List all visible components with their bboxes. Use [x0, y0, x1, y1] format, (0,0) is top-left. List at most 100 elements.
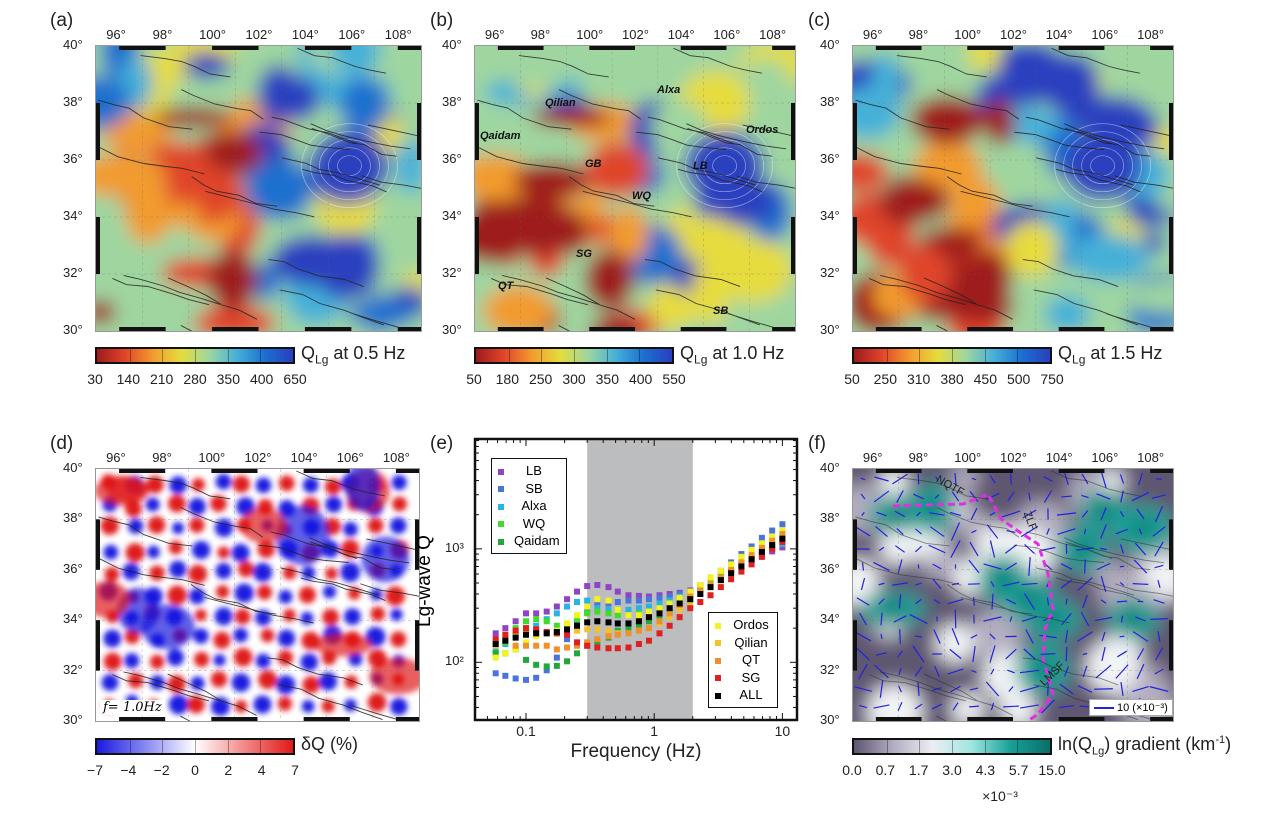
anomaly-blob — [237, 561, 254, 578]
data-point-Qaidam — [614, 627, 621, 634]
data-point-Qilian — [605, 627, 612, 634]
data-point-WQ — [656, 605, 663, 612]
data-point-WQ — [728, 566, 735, 573]
data-point-Qilian — [625, 630, 632, 637]
legend-marker — [715, 640, 721, 647]
lat-label: 36° — [63, 151, 83, 166]
anomaly-blob — [282, 565, 297, 580]
data-point-Qilian — [666, 614, 673, 621]
data-point-ALL — [502, 637, 509, 644]
data-point-Ordos — [769, 533, 776, 540]
anomaly-blob — [322, 608, 340, 626]
anomaly-blob — [191, 478, 206, 492]
data-point-SG — [502, 631, 509, 638]
colorbar-divider — [984, 740, 986, 753]
data-point-Alxa — [502, 640, 509, 647]
data-point-LB — [707, 578, 714, 585]
region-label: QT — [498, 280, 514, 292]
data-point-ALL — [625, 620, 632, 627]
data-point-ALL — [779, 535, 786, 542]
data-point-Ordos — [584, 603, 591, 610]
data-point-Ordos — [614, 606, 621, 613]
map-panel-c — [852, 45, 1174, 332]
lat-label: 34° — [63, 208, 83, 223]
data-point-Qilian — [738, 562, 745, 569]
data-point-Ordos — [635, 612, 642, 619]
data-point-SG — [666, 622, 673, 629]
anomaly-blob — [193, 628, 209, 644]
data-point-WQ — [687, 591, 694, 598]
title-main: Q — [301, 343, 316, 363]
data-point-Alxa — [687, 589, 694, 596]
colorbar-title-a: QLg at 0.5 Hz — [301, 343, 405, 367]
region-label: LB — [693, 160, 708, 172]
data-point-Ordos — [748, 546, 755, 553]
data-point-Qilian — [614, 630, 621, 637]
region-label: Qaidam — [480, 130, 521, 142]
data-point-Qaidam — [676, 601, 683, 608]
scale-vector-icon — [1094, 707, 1114, 709]
data-point-Qaidam — [543, 663, 550, 670]
data-point-Alxa — [523, 625, 530, 632]
data-point-LB — [502, 625, 509, 632]
anomaly-blob — [189, 517, 205, 533]
lon-label: 102° — [244, 450, 272, 465]
fault-lines — [477, 47, 795, 331]
colorbar-tick: 180 — [495, 371, 520, 387]
data-point-ALL — [758, 548, 765, 555]
data-point-SG — [676, 614, 683, 621]
data-point-Qilian — [594, 626, 601, 633]
data-point-LB — [553, 603, 560, 610]
contour-lines — [676, 123, 773, 209]
data-point-SB — [687, 588, 694, 595]
data-point-Alxa — [492, 646, 499, 653]
scale-legend: 10 (×10⁻³) — [1089, 699, 1173, 716]
anomaly-blob — [323, 585, 337, 599]
data-point-Alxa — [758, 551, 765, 558]
data-point-SB — [625, 597, 632, 604]
data-point-Ordos — [738, 553, 745, 560]
colorbar-divider — [162, 740, 164, 753]
data-point-Qilian — [564, 627, 571, 634]
colorbar-tick: 0.0 — [842, 762, 862, 778]
legend-marker — [715, 622, 721, 629]
legend-label: SG — [741, 669, 761, 685]
data-point-LB — [574, 588, 581, 595]
lat-label: 38° — [63, 510, 83, 526]
data-point-SB — [697, 582, 704, 589]
data-point-ALL — [769, 542, 776, 549]
data-point-Ordos — [543, 630, 550, 637]
data-point-Qilian — [687, 599, 694, 606]
title-part: -1 — [1215, 734, 1226, 746]
anomaly-blob — [210, 671, 228, 688]
data-point-ALL — [533, 630, 540, 637]
data-point-Qaidam — [697, 589, 704, 596]
lon-label: 106° — [336, 450, 364, 465]
data-point-SB — [738, 551, 745, 558]
data-point-SB — [707, 574, 714, 581]
lon-label: 96° — [106, 27, 126, 42]
data-point-SG — [614, 645, 621, 652]
data-point-WQ — [758, 546, 765, 553]
data-point-QT — [779, 531, 786, 538]
data-point-QT — [543, 642, 550, 649]
lon-label: 98° — [152, 27, 173, 42]
title-part: ) gradient (km — [1104, 734, 1216, 754]
data-point-LB — [728, 567, 735, 574]
data-point-WQ — [605, 610, 612, 617]
data-point-Alxa — [717, 574, 724, 581]
anomaly-blob — [213, 631, 231, 649]
data-point-Alxa — [635, 605, 642, 612]
anomaly-blob — [168, 540, 183, 555]
colorbar-divider — [260, 349, 262, 362]
data-point-SB — [656, 594, 663, 601]
data-point-Qaidam — [666, 608, 673, 615]
data-point-SG — [728, 576, 735, 583]
data-point-ALL — [748, 556, 755, 563]
data-point-ALL — [492, 640, 499, 647]
anomaly-blob — [233, 627, 249, 643]
lon-label: 98° — [152, 450, 172, 465]
anomaly-blob — [385, 586, 406, 606]
data-point-Qaidam — [512, 646, 519, 653]
data-point-ALL — [645, 614, 652, 621]
